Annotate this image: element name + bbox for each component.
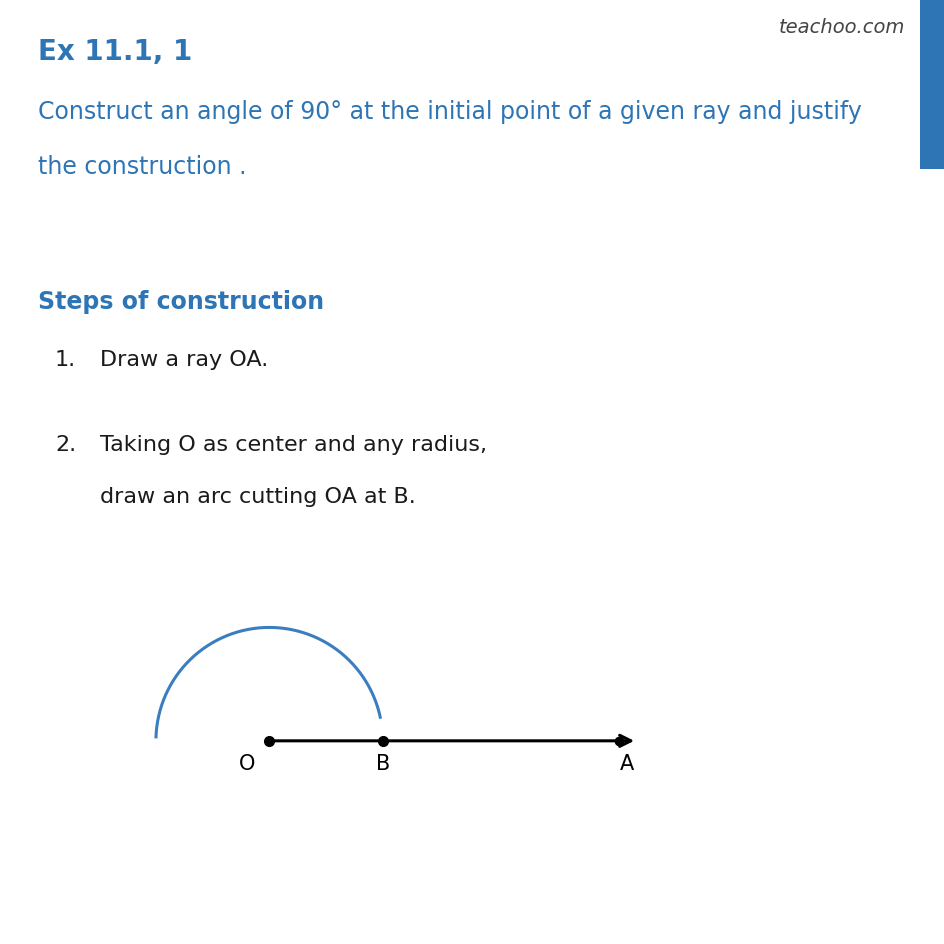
Text: Steps of construction: Steps of construction bbox=[38, 290, 324, 313]
Bar bbox=[919, 0, 944, 170]
Text: 1.: 1. bbox=[55, 349, 76, 370]
Text: B: B bbox=[375, 753, 390, 773]
Text: Draw a ray OA.: Draw a ray OA. bbox=[100, 349, 268, 370]
Text: Ex 11.1, 1: Ex 11.1, 1 bbox=[38, 38, 192, 66]
Text: Taking O as center and any radius,: Taking O as center and any radius, bbox=[100, 434, 486, 454]
Text: the construction .: the construction . bbox=[38, 155, 246, 178]
Text: A: A bbox=[619, 753, 633, 773]
Text: teachoo.com: teachoo.com bbox=[778, 18, 904, 37]
Text: O: O bbox=[239, 753, 255, 773]
Text: 2.: 2. bbox=[55, 434, 76, 454]
Text: draw an arc cutting OA at B.: draw an arc cutting OA at B. bbox=[100, 486, 415, 507]
Text: Construct an angle of 90° at the initial point of a given ray and justify: Construct an angle of 90° at the initial… bbox=[38, 100, 861, 124]
